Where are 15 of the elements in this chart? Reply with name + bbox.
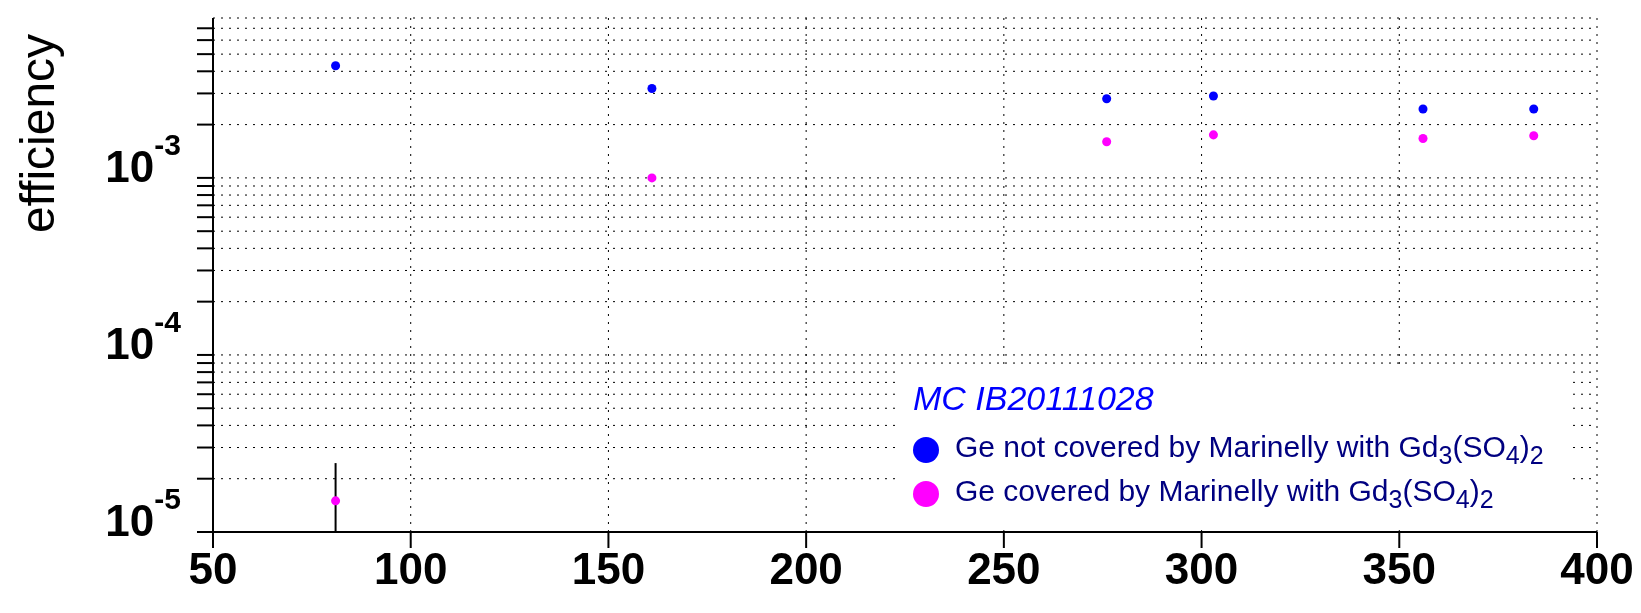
- x-tick-label: 400: [1560, 544, 1634, 593]
- x-tick-label: 350: [1362, 544, 1436, 593]
- legend-label: Ge not covered by Marinelly with Gd$_{3}$(SO$_{4}$)$_{2}$: [955, 430, 1544, 470]
- y-tick-label: 10$^{-3}$: [105, 127, 181, 191]
- y-tick-label: 10$^{-5}$: [105, 482, 181, 545]
- y-axis-title: efficiency: [10, 33, 66, 233]
- x-tick-label: 250: [967, 544, 1041, 593]
- x-tick-label: 50: [188, 544, 238, 593]
- x-tick-label: 150: [571, 544, 646, 593]
- x-tick-label: 200: [769, 544, 843, 593]
- legend-label: Ge covered by Marinelly with Gd$_{3}$(SO$_{4}$)$_{2}$: [955, 474, 1494, 514]
- y-tick-label: 10$^{-4}$: [105, 304, 182, 368]
- x-tick-label: 100: [374, 544, 448, 593]
- x-tick-label: 300: [1164, 544, 1239, 593]
- legend-title: MC IB20111028: [913, 379, 1155, 418]
